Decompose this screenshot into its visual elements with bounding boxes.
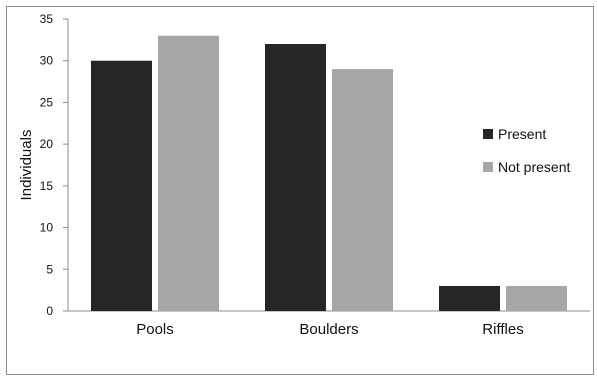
x-category-label: Boulders — [299, 321, 358, 338]
bars — [91, 35, 567, 312]
bar-riffles-present — [439, 285, 500, 311]
y-tick-label: 35 — [40, 12, 54, 26]
y-tick-label: 15 — [40, 179, 54, 193]
bar-boulders-present — [265, 44, 326, 312]
bar-boulders-not-present — [332, 69, 393, 311]
y-tick-label: 5 — [46, 262, 53, 276]
bar-pools-not-present — [158, 35, 219, 311]
y-tick-label: 30 — [40, 54, 54, 68]
bar-riffles-not-present — [506, 285, 567, 311]
y-tick-label: 20 — [40, 137, 54, 151]
y-tick-label: 0 — [46, 304, 53, 318]
x-axis-categories: Pools Boulders Riffles — [136, 321, 523, 338]
y-tick-label: 10 — [40, 221, 54, 235]
legend-swatch — [483, 129, 493, 139]
legend-label: Present — [498, 126, 546, 142]
y-axis-ticks: 0 5 10 15 20 25 30 35 — [40, 12, 68, 318]
legend: Present Not present — [483, 126, 570, 175]
y-axis-label: Individuals — [18, 130, 35, 201]
legend-swatch — [483, 162, 493, 172]
x-category-label: Riffles — [482, 321, 523, 338]
legend-label: Not present — [498, 159, 570, 175]
y-tick-label: 25 — [40, 95, 54, 109]
x-category-label: Pools — [136, 321, 174, 338]
bar-pools-present — [91, 60, 152, 311]
